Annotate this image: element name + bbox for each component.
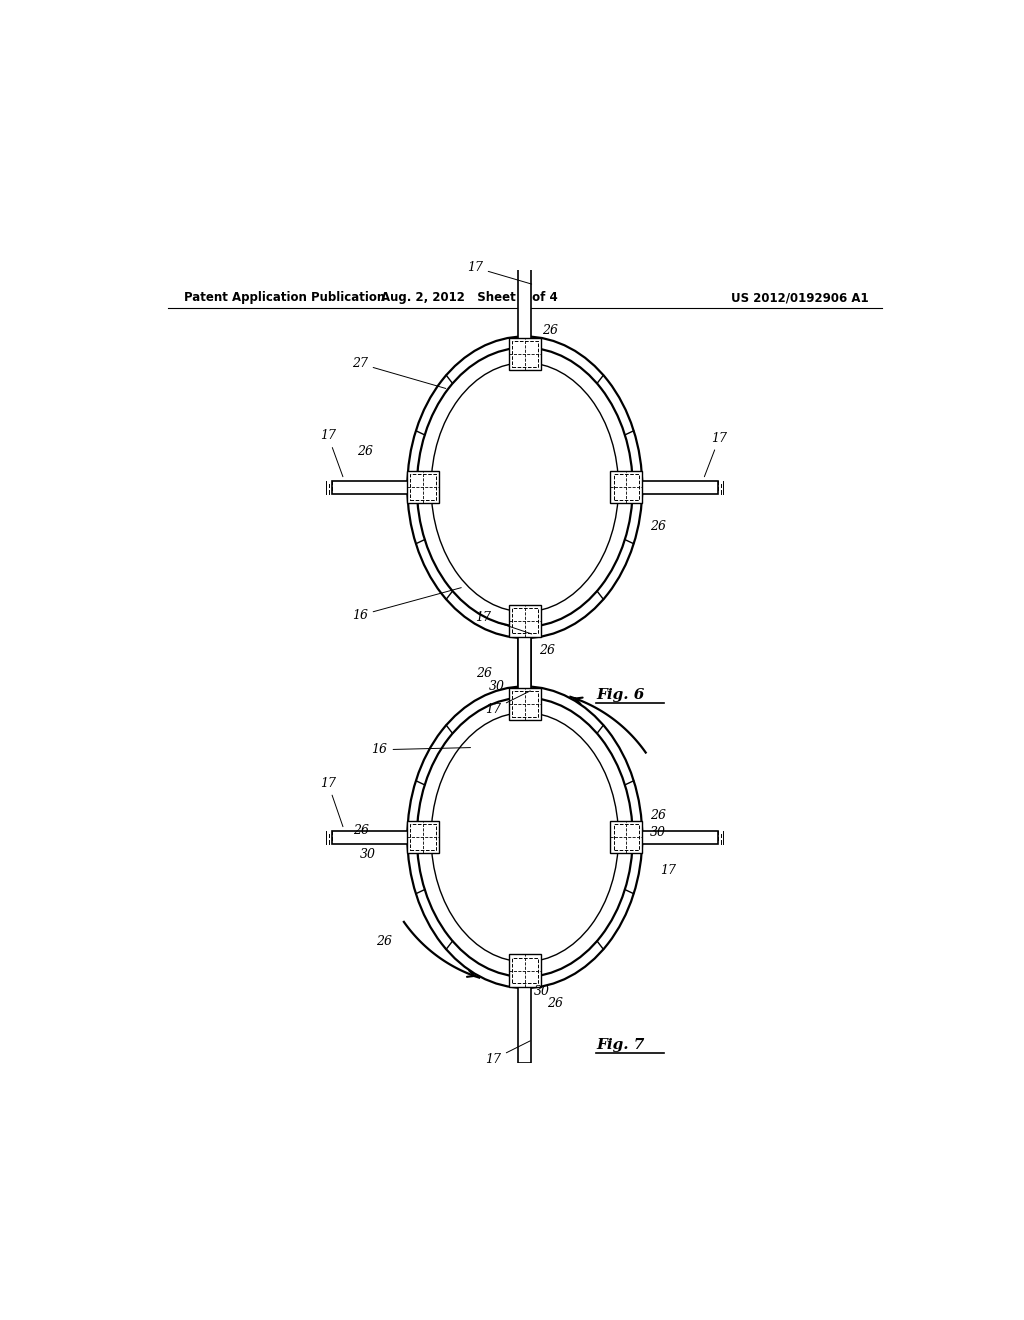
Bar [512, 341, 538, 367]
Bar [332, 480, 412, 494]
Text: 16: 16 [351, 587, 461, 622]
Bar [512, 958, 538, 983]
Bar [638, 830, 718, 843]
Bar [610, 471, 642, 503]
Text: Patent Application Publication: Patent Application Publication [183, 292, 385, 304]
Text: US 2012/0192906 A1: US 2012/0192906 A1 [731, 292, 868, 304]
Bar [509, 338, 541, 370]
Text: Aug. 2, 2012   Sheet 3 of 4: Aug. 2, 2012 Sheet 3 of 4 [381, 292, 558, 304]
Bar [332, 830, 412, 843]
Bar [509, 688, 541, 719]
Bar [518, 261, 531, 341]
Bar [512, 607, 538, 634]
Text: 17: 17 [467, 261, 531, 284]
Text: 26: 26 [650, 520, 667, 533]
Text: 30: 30 [535, 985, 550, 998]
Text: 17: 17 [705, 432, 727, 477]
Text: 26: 26 [353, 825, 370, 837]
Text: 16: 16 [372, 743, 470, 756]
Text: 26: 26 [650, 809, 667, 821]
Bar [411, 474, 436, 500]
Text: 26: 26 [376, 936, 391, 949]
Bar [518, 983, 531, 1064]
Text: 26: 26 [547, 997, 563, 1010]
Bar [610, 821, 642, 853]
Text: 17: 17 [319, 776, 343, 826]
Bar [613, 474, 639, 500]
Text: 30: 30 [650, 826, 667, 840]
Bar [411, 825, 436, 850]
Bar [509, 954, 541, 986]
Text: 17: 17 [659, 865, 676, 876]
Text: 17: 17 [485, 1041, 530, 1067]
Text: 17: 17 [319, 429, 343, 477]
Bar [509, 605, 541, 636]
Bar [518, 611, 531, 690]
Text: 26: 26 [357, 445, 374, 458]
Text: 26: 26 [475, 667, 492, 680]
Text: 30: 30 [489, 680, 505, 693]
Text: 17: 17 [475, 611, 531, 634]
Bar [408, 471, 439, 503]
Bar [408, 821, 439, 853]
Text: Fig. 7: Fig. 7 [596, 1038, 644, 1052]
Text: 17: 17 [485, 690, 530, 715]
Text: 26: 26 [539, 644, 555, 657]
Text: 30: 30 [359, 849, 376, 861]
Bar [512, 692, 538, 717]
Bar [518, 634, 531, 713]
Bar [638, 480, 718, 494]
Text: 27: 27 [351, 358, 445, 388]
Bar [613, 825, 639, 850]
Text: 26: 26 [543, 323, 558, 337]
Text: Fig. 6: Fig. 6 [596, 688, 644, 702]
